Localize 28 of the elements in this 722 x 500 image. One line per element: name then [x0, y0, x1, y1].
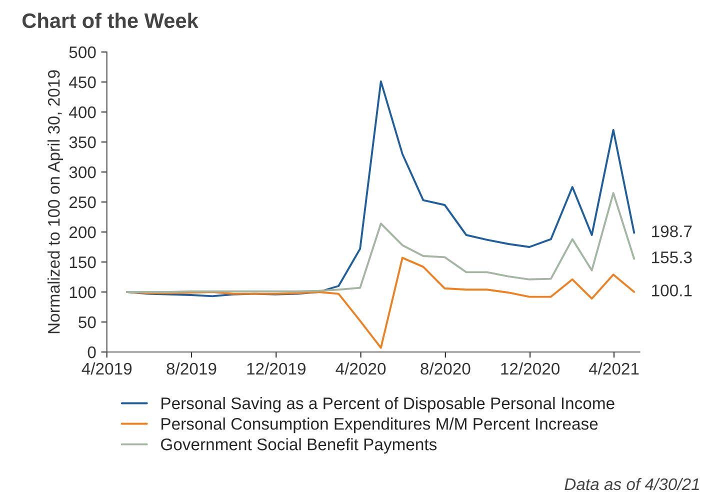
- y-tick-label: 50: [78, 316, 96, 328]
- x-tick-label: 4/2021: [588, 362, 639, 375]
- x-tick-label: 8/2020: [420, 362, 470, 375]
- text: Data as of 4/30/21: [564, 478, 699, 490]
- annotation: 198.7: [652, 225, 692, 238]
- x-tick-label: 4/2019: [82, 362, 132, 375]
- y-tick-label: 500: [69, 46, 96, 58]
- annotation: 100.1: [652, 284, 692, 296]
- legend-label: Personal Saving as a Percent of Disposable Personal Income: [162, 397, 614, 413]
- x-tick-label: 4/2020: [336, 362, 386, 375]
- chart-title: Chart of the Week: [22, 12, 198, 28]
- y-tick-label: 300: [69, 166, 96, 178]
- y-axis-title: Normalized to 100 on April 30, 2019: [48, 70, 64, 334]
- y-tick-label: 250: [69, 196, 96, 208]
- legend-label: Government Social Benefit Payments: [161, 438, 437, 454]
- y-tick-label: 0: [88, 346, 96, 358]
- x-tick-label: 12/2020: [501, 362, 560, 375]
- x-tick-label: 12/2019: [247, 362, 306, 375]
- annotation: 155.3: [652, 251, 692, 264]
- line-series: [126, 192, 636, 293]
- y-tick-label: 450: [69, 76, 96, 88]
- y-tick-label: 200: [69, 226, 96, 238]
- y-tick-label: 100: [70, 286, 96, 298]
- y-tick-label: 350: [69, 136, 96, 148]
- y-tick-label: 150: [70, 256, 96, 268]
- legend-label: Personal Consumption Expenditures M/M Percent Increase: [162, 418, 598, 434]
- y-tick-label: 400: [69, 106, 96, 118]
- x-tick-label: 8/2019: [166, 362, 216, 375]
